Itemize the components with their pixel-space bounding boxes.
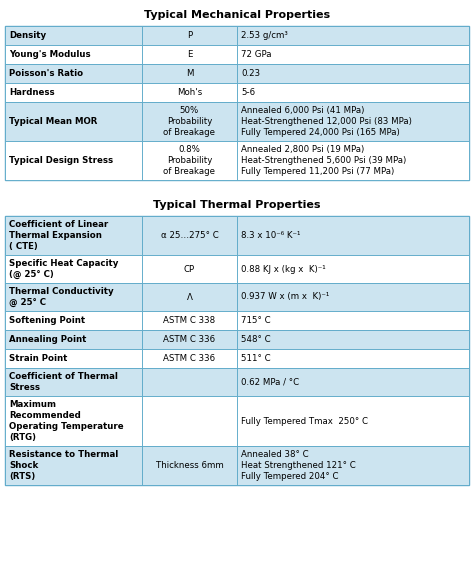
Bar (237, 311, 469, 330)
Bar (237, 83, 469, 102)
Bar (5, 255, 142, 283)
Text: Density: Density (9, 31, 46, 40)
Bar (237, 141, 469, 180)
Text: Typical Design Stress: Typical Design Stress (9, 156, 113, 165)
Bar (5, 83, 142, 102)
Text: 0.937 W x (m x  K)⁻¹: 0.937 W x (m x K)⁻¹ (241, 292, 329, 301)
Text: Poisson's Ratio: Poisson's Ratio (9, 69, 83, 78)
Bar (142, 255, 237, 283)
Bar (237, 255, 469, 283)
Text: Typical Mechanical Properties: Typical Mechanical Properties (144, 10, 330, 20)
Bar (237, 64, 469, 83)
Bar (5, 26, 469, 180)
Text: Resistance to Thermal
Shock
(RTS): Resistance to Thermal Shock (RTS) (9, 450, 118, 481)
Text: M: M (186, 69, 193, 78)
Bar (5, 349, 142, 368)
Text: Annealed 38° C
Heat Strengthened 121° C
Fully Tempered 204° C: Annealed 38° C Heat Strengthened 121° C … (241, 450, 356, 481)
Text: Moh's: Moh's (177, 88, 202, 97)
Text: Annealed 2,800 Psi (19 MPa)
Heat-Strengthened 5,600 Psi (39 MPa)
Fully Tempered : Annealed 2,800 Psi (19 MPa) Heat-Strengt… (241, 145, 406, 176)
Text: Annealed 6,000 Psi (41 MPa)
Heat-Strengthened 12,000 Psi (83 MPa)
Fully Tempered: Annealed 6,000 Psi (41 MPa) Heat-Strengt… (241, 106, 412, 137)
Text: Strain Point: Strain Point (9, 354, 67, 363)
Bar (237, 283, 469, 311)
Bar (142, 141, 237, 180)
Bar (142, 26, 237, 45)
Text: Young's Modulus: Young's Modulus (9, 50, 91, 59)
Bar (5, 446, 142, 485)
Text: CP: CP (184, 265, 195, 274)
Text: Thermal Conductivity
@ 25° C: Thermal Conductivity @ 25° C (9, 287, 114, 307)
Bar (142, 45, 237, 64)
Bar (5, 102, 142, 141)
Bar (237, 216, 469, 255)
Text: Fully Tempered Tmax  250° C: Fully Tempered Tmax 250° C (241, 416, 368, 425)
Text: 72 GPa: 72 GPa (241, 50, 272, 59)
Text: 5-6: 5-6 (241, 88, 255, 97)
Text: Maximum
Recommended
Operating Temperature
(RTG): Maximum Recommended Operating Temperatur… (9, 400, 124, 442)
Text: Hardness: Hardness (9, 88, 55, 97)
Text: 511° C: 511° C (241, 354, 271, 363)
Text: 0.62 MPa / °C: 0.62 MPa / °C (241, 378, 299, 387)
Text: Coefficient of Thermal
Stress: Coefficient of Thermal Stress (9, 372, 118, 392)
Text: E: E (187, 50, 192, 59)
Bar (142, 349, 237, 368)
Bar (237, 102, 469, 141)
Bar (5, 64, 142, 83)
Bar (5, 368, 142, 396)
Bar (5, 26, 142, 45)
Text: 715° C: 715° C (241, 316, 271, 325)
Bar (237, 330, 469, 349)
Bar (237, 446, 469, 485)
Text: Λ: Λ (186, 292, 192, 301)
Text: 2.53 g/cm³: 2.53 g/cm³ (241, 31, 288, 40)
Text: 50%
Probability
of Breakage: 50% Probability of Breakage (164, 106, 216, 137)
Text: Softening Point: Softening Point (9, 316, 85, 325)
Bar (5, 216, 469, 485)
Bar (237, 45, 469, 64)
Bar (5, 141, 142, 180)
Text: Coefficient of Linear
Thermal Expansion
( CTE): Coefficient of Linear Thermal Expansion … (9, 220, 108, 251)
Bar (142, 64, 237, 83)
Text: P: P (187, 31, 192, 40)
Text: ASTM C 338: ASTM C 338 (164, 316, 216, 325)
Text: Annealing Point: Annealing Point (9, 335, 86, 344)
Bar (237, 26, 469, 45)
Text: ASTM C 336: ASTM C 336 (164, 335, 216, 344)
Bar (5, 330, 142, 349)
Text: 0.8%
Probability
of Breakage: 0.8% Probability of Breakage (164, 145, 216, 176)
Bar (142, 311, 237, 330)
Text: Typical Thermal Properties: Typical Thermal Properties (153, 200, 321, 210)
Bar (237, 349, 469, 368)
Text: α 25…275° C: α 25…275° C (161, 231, 219, 240)
Bar (142, 83, 237, 102)
Bar (5, 45, 142, 64)
Bar (142, 216, 237, 255)
Text: Typical Mean MOR: Typical Mean MOR (9, 117, 97, 126)
Bar (237, 368, 469, 396)
Bar (5, 216, 142, 255)
Text: 548° C: 548° C (241, 335, 271, 344)
Bar (142, 368, 237, 396)
Bar (142, 396, 237, 446)
Bar (5, 283, 142, 311)
Text: 0.23: 0.23 (241, 69, 260, 78)
Bar (142, 283, 237, 311)
Text: 0.88 KJ x (kg x  K)⁻¹: 0.88 KJ x (kg x K)⁻¹ (241, 265, 326, 274)
Bar (5, 311, 142, 330)
Text: ASTM C 336: ASTM C 336 (164, 354, 216, 363)
Text: 8.3 x 10⁻⁶ K⁻¹: 8.3 x 10⁻⁶ K⁻¹ (241, 231, 301, 240)
Bar (237, 396, 469, 446)
Bar (142, 446, 237, 485)
Text: Thickness 6mm: Thickness 6mm (155, 461, 223, 470)
Bar (142, 102, 237, 141)
Text: Specific Heat Capacity
(@ 25° C): Specific Heat Capacity (@ 25° C) (9, 259, 118, 279)
Bar (142, 330, 237, 349)
Bar (5, 396, 142, 446)
